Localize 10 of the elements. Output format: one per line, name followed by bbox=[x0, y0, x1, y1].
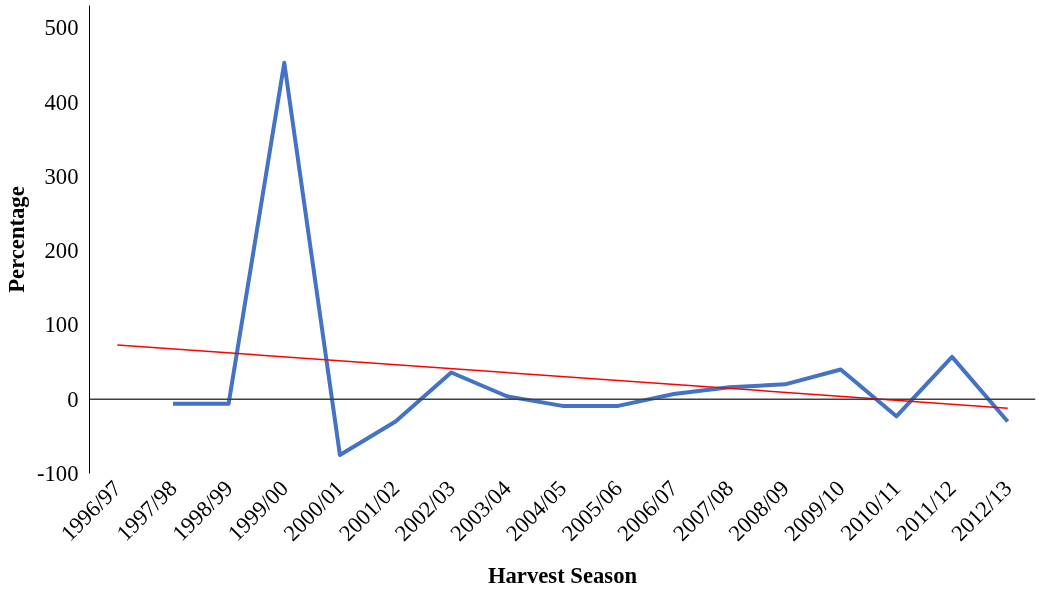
line-series bbox=[170, 60, 1010, 457]
y-tick-label: 400 bbox=[44, 89, 79, 115]
y-tick-label: 100 bbox=[44, 312, 79, 338]
y-tick-label: 200 bbox=[44, 238, 79, 264]
y-tick-label: 0 bbox=[67, 386, 79, 412]
y-tick-label: 300 bbox=[44, 163, 79, 189]
y-axis-title: Percentage bbox=[3, 186, 29, 293]
x-axis-title: Harvest Season bbox=[487, 562, 638, 588]
y-tick-label: 500 bbox=[44, 15, 79, 41]
y-tick-label: -100 bbox=[36, 461, 79, 486]
